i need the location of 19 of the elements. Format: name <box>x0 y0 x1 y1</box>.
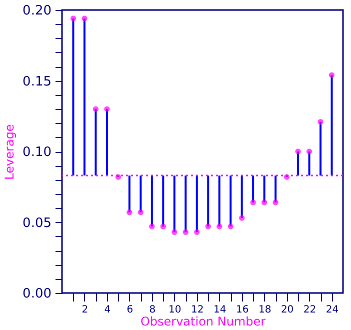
y-axis-title: Leverage <box>2 124 17 180</box>
y-tick-label: 0.10 <box>22 145 52 160</box>
x-tick-label: 4 <box>104 304 111 316</box>
x-tick-label: 20 <box>280 304 294 316</box>
y-tick-label: 0.00 <box>22 286 52 302</box>
x-tick-label: 12 <box>191 304 204 316</box>
y-tick-label: 0.20 <box>22 4 52 18</box>
x-tick-label: 2 <box>82 304 88 316</box>
x-tick-label: 24 <box>326 304 339 316</box>
x-tick-label: 16 <box>236 304 249 316</box>
x-tick-label: 22 <box>303 304 316 316</box>
y-tick-label: 0.15 <box>22 74 52 90</box>
x-tick-label: 18 <box>258 304 272 316</box>
x-tick-label: 8 <box>149 304 156 316</box>
x-tick-label: 14 <box>213 304 226 316</box>
y-tick-label: 0.05 <box>22 216 52 231</box>
x-tick-label: 10 <box>168 304 182 316</box>
x-axis-title: Observation Number <box>140 314 266 328</box>
x-tick-label: 6 <box>126 304 134 316</box>
